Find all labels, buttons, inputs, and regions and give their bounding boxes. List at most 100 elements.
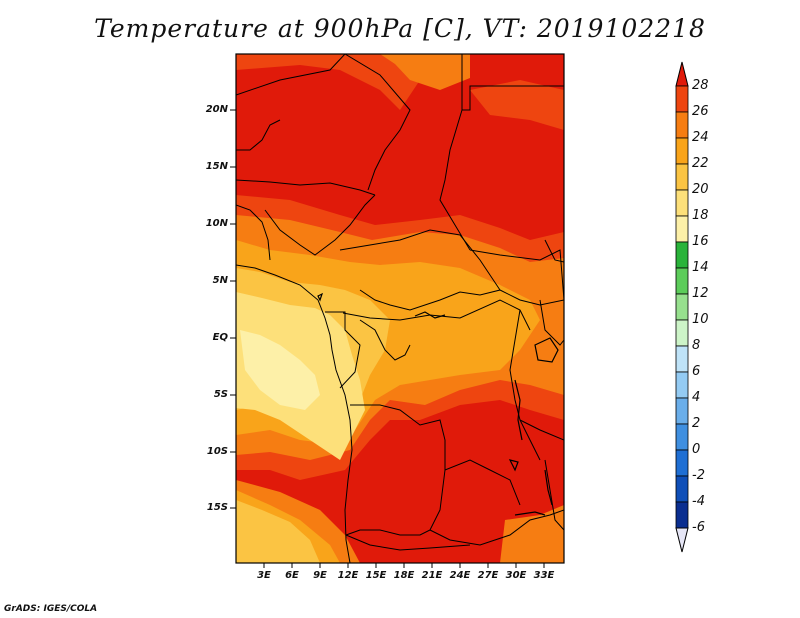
colorbar-box <box>675 163 689 191</box>
border-libya-sudan <box>461 54 564 111</box>
colorbar-label: 8 <box>692 338 701 353</box>
border-mozambique <box>544 459 564 531</box>
border-ethiopia <box>544 239 564 263</box>
colorbar-box <box>675 319 689 347</box>
colorbar-box <box>675 85 689 113</box>
colorbar-label: -4 <box>692 494 705 509</box>
lat-label-15s: 15S <box>206 502 228 513</box>
border-nigeria-niger <box>236 179 376 196</box>
border-angola-zambia <box>345 469 446 536</box>
field-24-26-se <box>500 505 564 563</box>
border-angola-drc <box>350 404 521 506</box>
colorbar-box <box>675 475 689 503</box>
colorbar-box <box>675 397 689 425</box>
lake-victoria <box>534 337 559 363</box>
lat-label-15n: 15N <box>205 161 228 172</box>
colorbar-box <box>675 189 689 217</box>
field-20-22-sw <box>236 500 320 563</box>
colorbar-label: 22 <box>692 156 709 171</box>
colorbar-label: 16 <box>692 234 709 249</box>
lon-label-12e: 12E <box>337 570 359 581</box>
colorbar-label: 24 <box>692 130 709 145</box>
lon-label-9e: 9E <box>313 570 327 581</box>
lon-label-3e: 3E <box>257 570 271 581</box>
colorbar-label: 18 <box>692 208 709 223</box>
lon-label-30e: 30E <box>505 570 527 581</box>
border-mali-niger <box>236 119 281 151</box>
colorbar-box <box>675 293 689 321</box>
colorbar-box <box>675 449 689 477</box>
lake-malawi <box>544 469 553 506</box>
border-zambia-south <box>429 509 564 546</box>
colorbar-bottom-arrow <box>675 527 689 553</box>
lat-label-eq: EQ <box>212 332 228 343</box>
colorbar-label: 12 <box>692 286 709 301</box>
colorbar-box <box>675 241 689 269</box>
border-drc-north <box>342 299 531 331</box>
colorbar-box <box>675 267 689 295</box>
country-borders <box>236 54 564 563</box>
field-24-26-north <box>380 54 470 90</box>
lon-label-24e: 24E <box>449 570 471 581</box>
lake-tanganyika <box>514 379 523 441</box>
border-drc-east <box>509 309 541 461</box>
river-congo <box>414 311 446 319</box>
credit-text: GrADS: IGES/COLA <box>4 604 98 614</box>
temperature-field <box>236 54 564 563</box>
lon-ticks <box>263 563 545 568</box>
colorbar-box <box>675 501 689 529</box>
map-frame <box>235 53 565 564</box>
lon-label-18e: 18E <box>393 570 415 581</box>
colorbar-label: -2 <box>692 468 705 483</box>
lon-label-15e: 15E <box>365 570 387 581</box>
field-26-28-east <box>470 80 564 130</box>
colorbar-label: 6 <box>692 364 701 379</box>
lat-label-20n: 20N <box>205 104 228 115</box>
colorbar-label: 14 <box>692 260 709 275</box>
lat-label-5s: 5S <box>213 389 228 400</box>
border-namibia <box>345 534 471 551</box>
lakes <box>317 292 559 516</box>
colorbar <box>675 61 689 553</box>
field-26-28-north <box>236 54 420 110</box>
field-16-18 <box>240 330 320 410</box>
colorbar-label: -6 <box>692 520 705 535</box>
lat-label-10n: 10N <box>205 218 228 229</box>
lat-label-10s: 10S <box>206 446 228 457</box>
lake-kariba <box>514 511 546 516</box>
lake-volta-dot <box>317 292 324 302</box>
colorbar-box <box>675 345 689 373</box>
border-gabon-congo <box>325 311 361 389</box>
lon-label-33e: 33E <box>533 570 555 581</box>
border-nigeria-cameroon <box>264 194 376 256</box>
colorbar-top-arrow <box>675 61 689 87</box>
lat-ticks <box>230 109 236 509</box>
colorbar-label: 10 <box>692 312 709 327</box>
colorbar-box <box>675 215 689 243</box>
border-car <box>339 229 501 311</box>
border-tanzania <box>519 419 564 441</box>
colorbar-label: 26 <box>692 104 709 119</box>
colorbar-label: 0 <box>692 442 701 457</box>
lat-label-5n: 5N <box>212 275 228 286</box>
colorbar-box <box>675 111 689 139</box>
lon-label-21e: 21E <box>421 570 443 581</box>
border-niger-chad <box>344 54 411 191</box>
colorbar-label: 20 <box>692 182 709 197</box>
coastline <box>236 264 353 563</box>
colorbar-label: 4 <box>692 390 701 405</box>
border-west-mali <box>236 204 271 261</box>
lon-label-6e: 6E <box>285 570 299 581</box>
map-title: Temperature at 900hPa [C], VT: 201910221… <box>94 14 706 43</box>
colorbar-box <box>675 423 689 451</box>
border-kenya-uganda <box>539 299 564 346</box>
colorbar-label: 2 <box>692 416 701 431</box>
border-chad-sudan <box>439 109 471 251</box>
colorbar-label: 28 <box>692 78 709 93</box>
lake-mweru <box>508 459 519 472</box>
border-congo-drc <box>359 319 411 361</box>
border-algeria-niger <box>236 54 346 96</box>
lon-label-27e: 27E <box>477 570 499 581</box>
